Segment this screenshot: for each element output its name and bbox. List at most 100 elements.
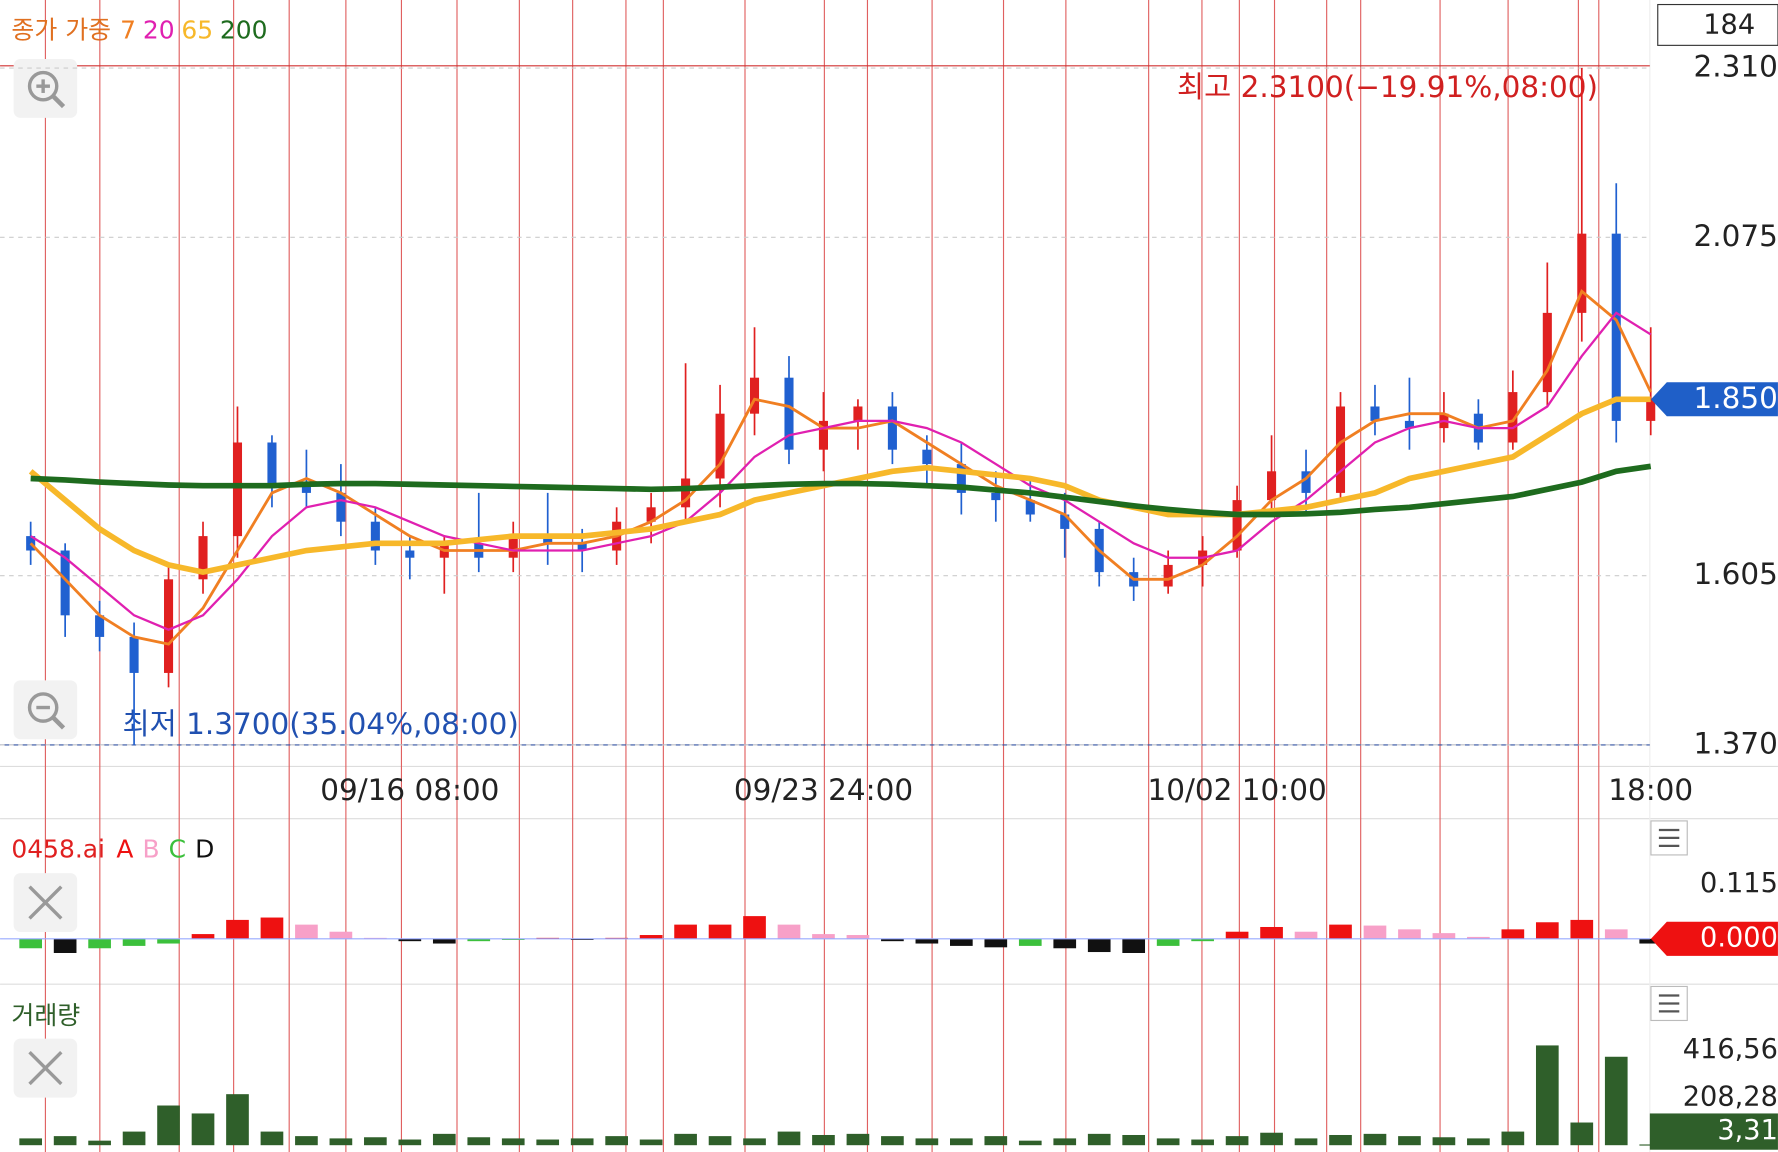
moving-average xyxy=(30,463,1652,518)
close-indicator-button[interactable] xyxy=(13,873,78,933)
bar xyxy=(812,934,835,939)
moving-average xyxy=(30,311,1652,631)
bar xyxy=(1604,1056,1628,1146)
bar xyxy=(1191,938,1214,942)
bar xyxy=(398,1139,422,1146)
bar xyxy=(329,931,353,939)
bar xyxy=(88,938,111,949)
bar xyxy=(1225,931,1249,939)
count-text: 184 xyxy=(1703,10,1755,41)
bar xyxy=(1570,919,1594,939)
bar xyxy=(295,1136,318,1146)
candle-body xyxy=(60,550,70,616)
bar xyxy=(1501,1131,1525,1146)
candle-body xyxy=(336,492,346,522)
bar xyxy=(53,1136,77,1146)
bar xyxy=(19,1138,43,1146)
bar xyxy=(915,938,939,944)
y-tick-label: 2.310 xyxy=(1694,50,1778,84)
bar xyxy=(881,938,904,942)
legend-entry: 20 xyxy=(143,16,175,45)
zoom-out-button[interactable] xyxy=(13,680,78,740)
bar xyxy=(1329,1134,1352,1146)
bar xyxy=(432,938,456,944)
candle-body xyxy=(818,420,828,450)
x-tick-label: 09/23 24:00 xyxy=(734,773,913,807)
candle-body xyxy=(370,521,380,551)
bar xyxy=(1225,1136,1249,1146)
legend-entry: B xyxy=(142,834,159,863)
candle-body xyxy=(405,550,415,558)
bar xyxy=(1398,929,1421,939)
candle-body xyxy=(1301,471,1311,493)
bar xyxy=(122,938,146,946)
candle-body xyxy=(991,492,1001,501)
candle-body xyxy=(95,615,105,637)
bar xyxy=(1535,922,1559,939)
candle-body xyxy=(577,543,587,551)
price-tag-label: 1.850 xyxy=(1694,381,1778,415)
candle-body xyxy=(1232,500,1242,551)
indicator-menu-button[interactable] xyxy=(1650,820,1688,856)
x-tick-label: 10/02 10:00 xyxy=(1147,773,1326,807)
volume-menu-button[interactable] xyxy=(1650,985,1688,1022)
candle-body xyxy=(1646,399,1656,421)
candle-body xyxy=(1025,500,1035,515)
y-tick-label: 1.605 xyxy=(1694,557,1778,591)
legend-entry: D xyxy=(195,834,214,863)
candle-body xyxy=(1577,233,1587,313)
bar xyxy=(915,1138,939,1146)
candle-body xyxy=(267,442,277,486)
bar xyxy=(226,1094,249,1146)
indicator-title: 0458.ai xyxy=(11,834,105,863)
bar xyxy=(191,1113,215,1146)
y-tick-label: 0.115 xyxy=(1700,868,1778,899)
volume-tag-label: 3,31 xyxy=(1717,1115,1778,1146)
bar xyxy=(1294,931,1318,939)
bar xyxy=(329,1138,353,1146)
candle-body xyxy=(646,507,656,522)
close-volume-button[interactable] xyxy=(13,1038,78,1098)
bar xyxy=(295,924,318,939)
legend-title: 종가 가중 xyxy=(11,16,111,45)
candle-body xyxy=(853,406,863,421)
candle-body xyxy=(1611,233,1621,421)
high-annotation: 최고 2.3100(−19.91%,08:00) xyxy=(1177,70,1598,104)
candle-body xyxy=(1508,392,1518,443)
bar xyxy=(1018,1140,1042,1146)
bar xyxy=(157,938,180,944)
candle-body xyxy=(1163,564,1173,587)
bar xyxy=(1535,1045,1559,1146)
bar xyxy=(950,1138,973,1146)
candle-body xyxy=(1267,471,1277,501)
bar xyxy=(1501,929,1525,939)
bar xyxy=(1018,938,1042,946)
bar xyxy=(432,1133,456,1146)
y-tick-label: 2.075 xyxy=(1694,219,1778,253)
bar xyxy=(1570,1122,1594,1146)
candle-body xyxy=(164,579,174,673)
x-tick-label: 18:00 xyxy=(1608,773,1693,807)
low-annotation: 최저 1.3700(35.04%,08:00) xyxy=(123,707,519,741)
y-tick-label: 1.370 xyxy=(1694,726,1778,760)
bar xyxy=(570,1138,594,1146)
candle-body xyxy=(1370,406,1380,421)
candle-body xyxy=(198,536,208,580)
price-tag xyxy=(1650,382,1778,417)
bar xyxy=(467,938,491,942)
volume-title: 거래량 xyxy=(11,1001,80,1030)
candle-body xyxy=(681,478,691,508)
bar xyxy=(1467,1138,1490,1146)
value-tag xyxy=(1650,921,1778,956)
bar xyxy=(1122,938,1146,953)
bar xyxy=(19,938,43,949)
bar xyxy=(743,916,766,939)
legend-entry: 200 xyxy=(220,16,268,45)
bar xyxy=(536,1139,560,1146)
candle-body xyxy=(1404,420,1414,429)
zoom-in-button[interactable] xyxy=(13,58,78,118)
candle-body xyxy=(1542,312,1552,393)
bar xyxy=(1329,924,1352,939)
bar xyxy=(1053,1138,1077,1146)
